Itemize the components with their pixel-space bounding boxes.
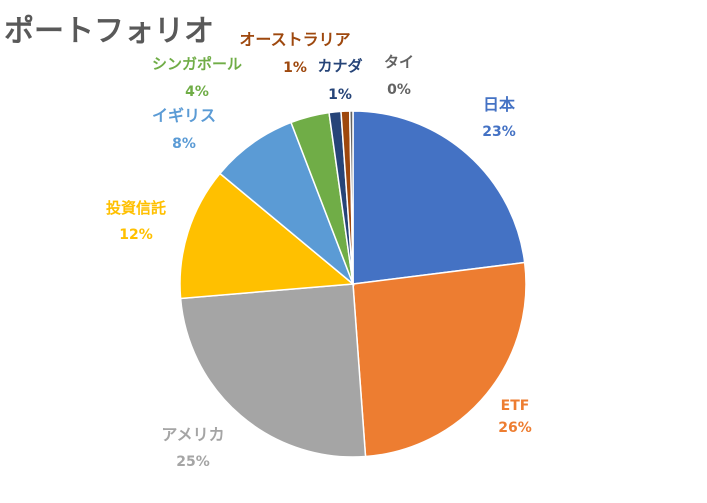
percent-label-australia: 1%	[283, 60, 307, 76]
category-label-thailand: タイ	[384, 53, 414, 71]
pie-slice-thailand	[348, 110, 354, 285]
percent-label-america: 25%	[176, 454, 210, 470]
percent-label-investment-trust: 12%	[119, 227, 153, 243]
pie-slice-uk	[218, 121, 355, 287]
pie-labels: 日本 23% ETF 26% アメリカ 25% 投資信託 12% イギリス 8% シンガポール 4% カ…	[106, 30, 532, 470]
category-label-japan: 日本	[483, 95, 515, 114]
percent-label-etf: 26%	[498, 420, 532, 436]
category-label-investment-trust: 投資信託	[106, 199, 166, 217]
pie-slice-etf	[352, 261, 527, 458]
category-label-uk: イギリス	[152, 106, 216, 125]
percent-label-uk: 8%	[172, 136, 196, 152]
category-label-canada: カナダ	[317, 57, 362, 75]
pie-slice-investment-trust	[179, 172, 355, 300]
pie-slice-america	[179, 283, 367, 458]
percent-label-thailand: 0%	[387, 82, 411, 98]
category-label-etf: ETF	[501, 398, 530, 414]
chart-title: ポートフォリオ	[4, 14, 214, 49]
percent-label-japan: 23%	[482, 124, 516, 140]
pie-slices	[179, 110, 527, 458]
percent-label-singapore: 4%	[185, 84, 209, 100]
category-label-singapore: シンガポール	[152, 55, 242, 73]
category-label-australia: オーストラリア	[239, 30, 350, 49]
pie-slice-japan	[352, 110, 526, 285]
category-label-america: アメリカ	[161, 425, 224, 444]
percent-label-canada: 1%	[328, 87, 352, 103]
